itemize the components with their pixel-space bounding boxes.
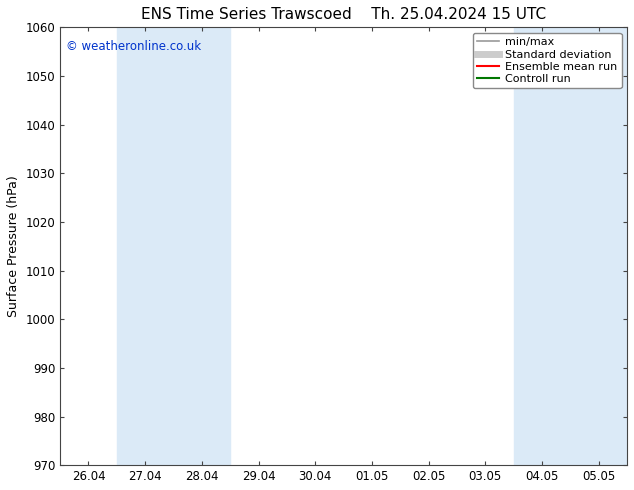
Bar <box>117 27 230 465</box>
Y-axis label: Surface Pressure (hPa): Surface Pressure (hPa) <box>7 175 20 317</box>
Bar <box>514 27 627 465</box>
Legend: min/max, Standard deviation, Ensemble mean run, Controll run: min/max, Standard deviation, Ensemble me… <box>472 33 621 88</box>
Text: © weatheronline.co.uk: © weatheronline.co.uk <box>66 40 201 53</box>
Title: ENS Time Series Trawscoed    Th. 25.04.2024 15 UTC: ENS Time Series Trawscoed Th. 25.04.2024… <box>141 7 546 22</box>
